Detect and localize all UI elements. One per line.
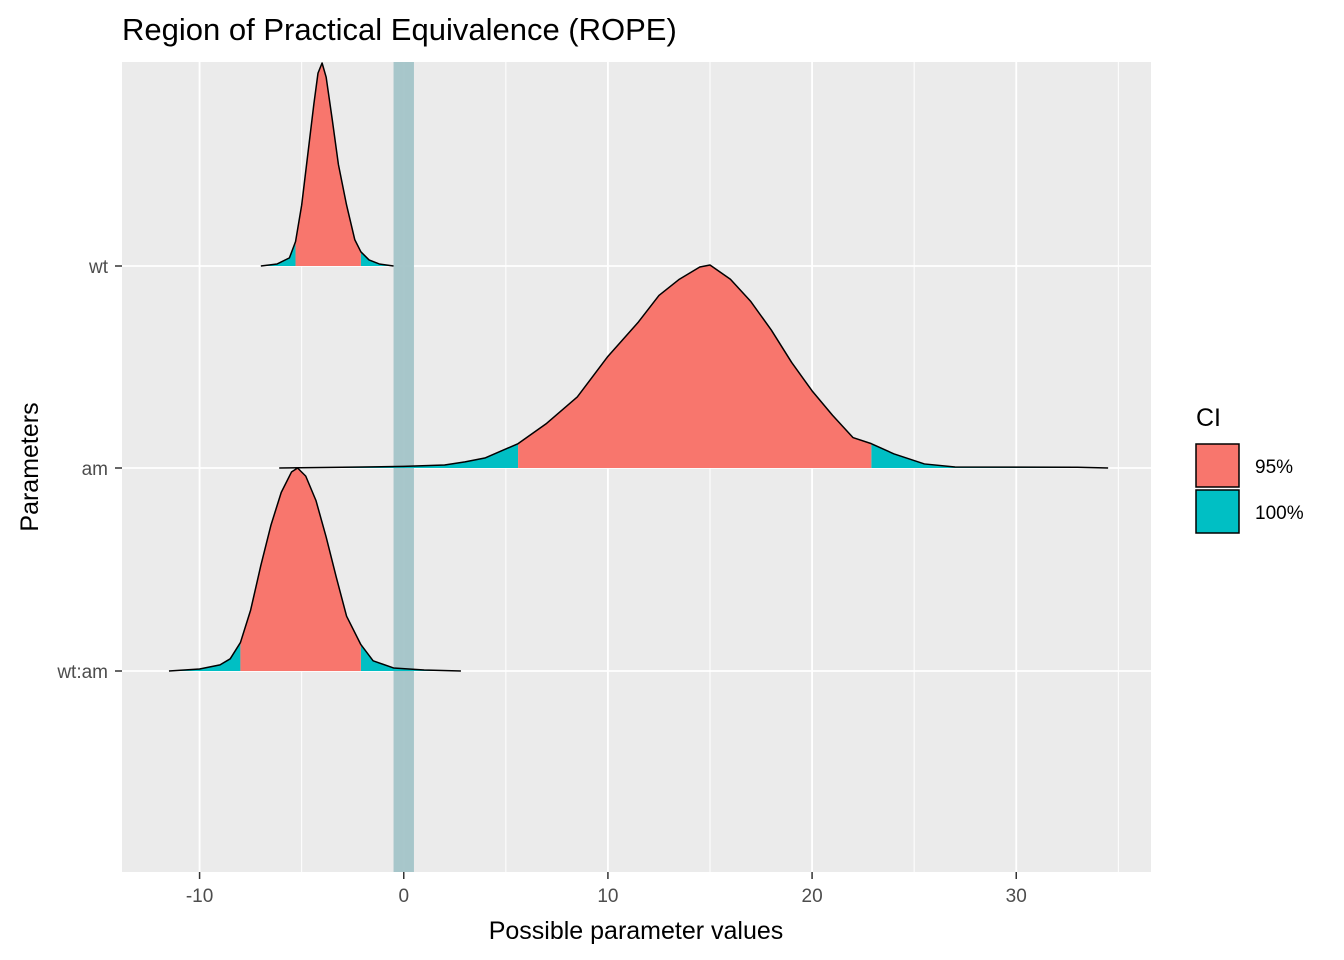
legend: CI 95% 100% — [1195, 404, 1304, 534]
y-tick-label: wt — [88, 257, 109, 278]
legend-swatch — [1195, 489, 1240, 534]
x-tick-label: 30 — [1006, 886, 1027, 907]
chart-title: Region of Practical Equivalence (ROPE) — [122, 12, 677, 47]
density-outline — [168, 467, 461, 672]
ci100-right-area — [871, 443, 1109, 468]
y-axis-title: Parameters — [16, 402, 44, 531]
density-outline — [260, 62, 394, 267]
ridge-wt-am — [168, 467, 461, 672]
x-axis: -10 0 10 20 30 — [186, 872, 1027, 907]
ci100-right-area — [360, 251, 394, 266]
density-ridges — [168, 62, 1109, 672]
ci95-area — [295, 63, 361, 266]
x-tick-label: 0 — [398, 886, 409, 907]
ridge-am — [279, 264, 1109, 469]
x-tick-label: 20 — [802, 886, 823, 907]
ci100-left-area — [279, 443, 519, 468]
x-axis-title: Possible parameter values — [489, 917, 784, 945]
legend-label: 95% — [1255, 457, 1293, 478]
density-outline — [279, 264, 1109, 469]
y-axis: wt am wt:am — [56, 257, 122, 683]
ci95-area — [518, 265, 872, 468]
ridge-wt — [260, 62, 394, 267]
ci100-right-area — [360, 644, 461, 671]
legend-swatch — [1195, 443, 1240, 488]
ci95-area — [240, 468, 361, 671]
y-tick-label: wt:am — [56, 662, 108, 683]
y-tick-label: am — [82, 459, 108, 480]
x-tick-label: -10 — [186, 886, 213, 907]
legend-label: 100% — [1255, 503, 1304, 524]
x-tick-label: 10 — [597, 886, 618, 907]
legend-title: CI — [1196, 404, 1221, 432]
